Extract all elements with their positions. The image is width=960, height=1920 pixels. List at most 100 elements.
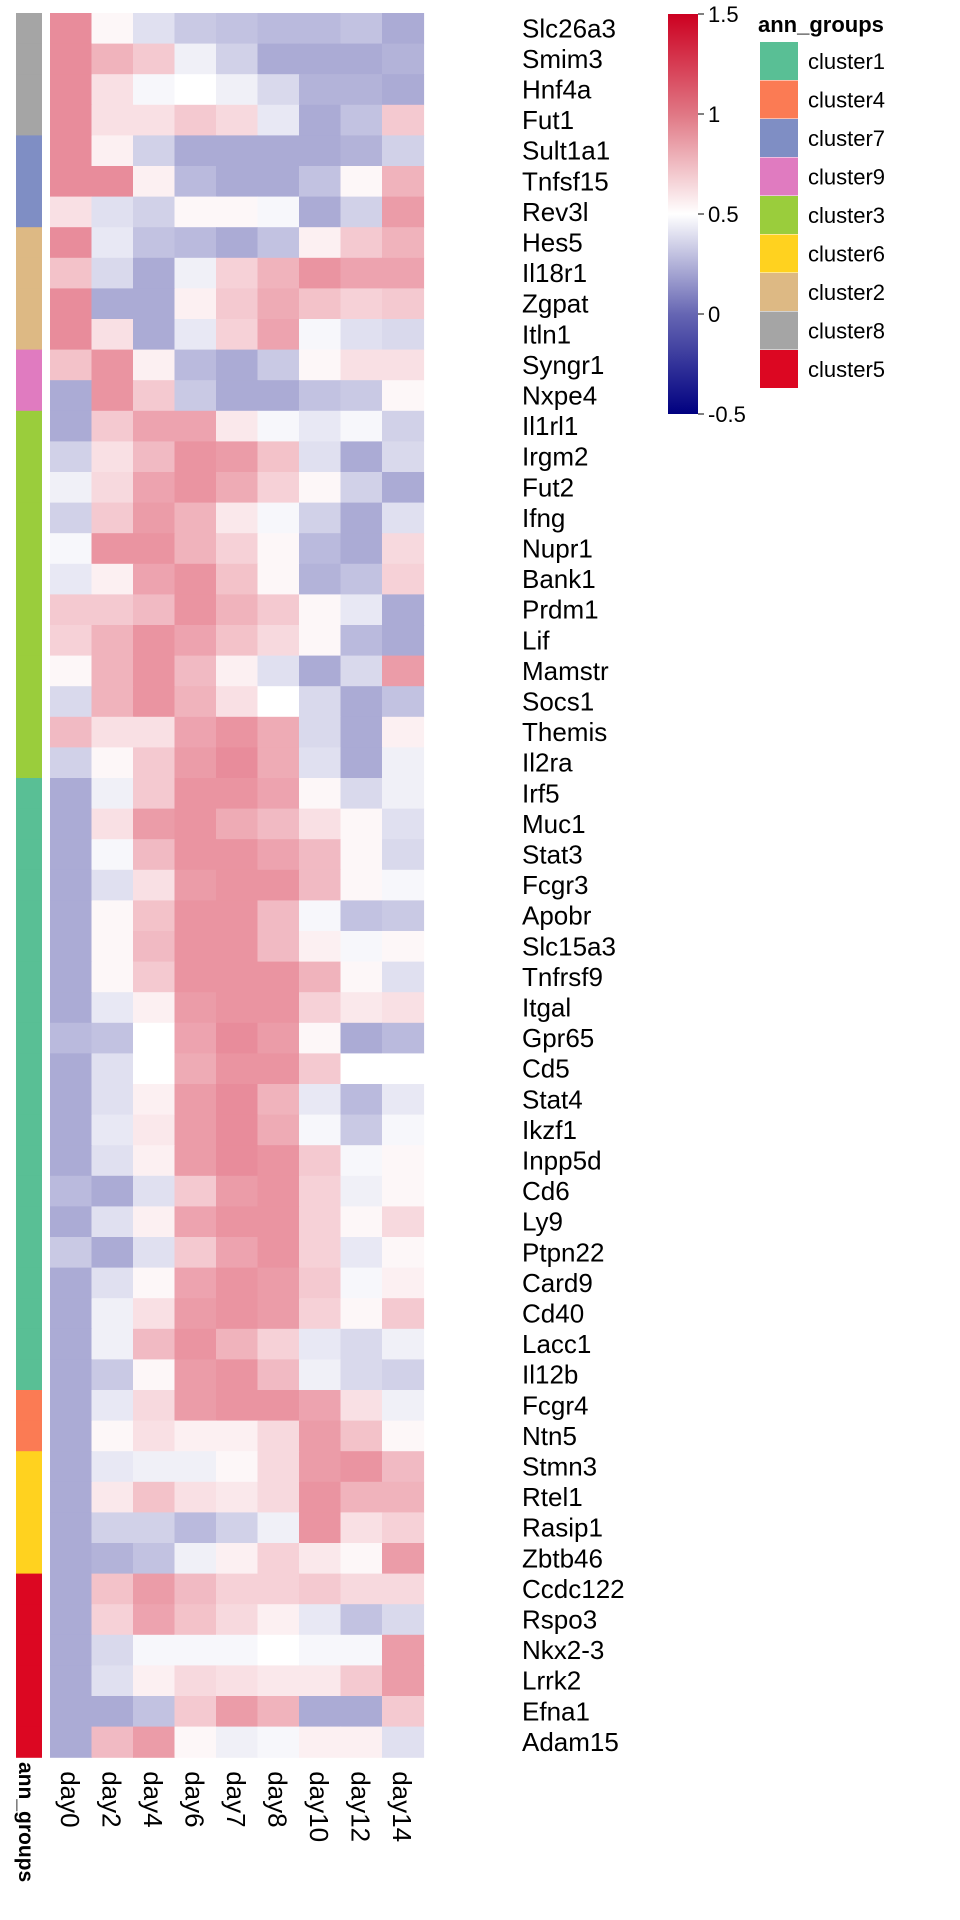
heatmap-cell (382, 1022, 425, 1054)
heatmap-cell (216, 1053, 259, 1085)
heatmap-cell (91, 380, 134, 412)
annotation-cell-cluster3 (16, 594, 42, 626)
row-label: Efna1 (522, 1696, 590, 1726)
heatmap-cell (133, 74, 176, 106)
heatmap-cell (91, 992, 134, 1024)
heatmap-cell (257, 533, 300, 565)
annotation-cell-cluster1 (16, 1053, 42, 1085)
legend-label-cluster4: cluster4 (808, 88, 885, 113)
row-label: Lif (522, 625, 550, 655)
heatmap-cell (257, 1022, 300, 1054)
heatmap-cell (340, 992, 383, 1024)
heatmap-cell (382, 1359, 425, 1391)
heatmap-cell (216, 900, 259, 932)
heatmap-cell (216, 1665, 259, 1697)
heatmap-cell (50, 992, 93, 1024)
heatmap-cell (50, 227, 93, 259)
heatmap-cell (299, 625, 342, 657)
annotation-cell-cluster1 (16, 839, 42, 871)
annotation-cell-cluster5 (16, 1573, 42, 1605)
heatmap-cell (174, 1022, 217, 1054)
heatmap-cell (340, 686, 383, 718)
heatmap-cell (340, 563, 383, 595)
heatmap-cell (174, 288, 217, 320)
row-label: Nupr1 (522, 534, 593, 564)
heatmap-cell (50, 13, 93, 45)
row-label: Stat3 (522, 840, 583, 870)
heatmap-cell (174, 13, 217, 45)
annotation-cell-cluster3 (16, 410, 42, 442)
heatmap-cell (257, 1696, 300, 1728)
heatmap-cell (174, 778, 217, 810)
heatmap-cell (340, 196, 383, 228)
column-label: day8 (262, 1771, 292, 1827)
heatmap-cell (91, 747, 134, 779)
heatmap-cell (382, 1481, 425, 1513)
heatmap-cell (299, 900, 342, 932)
row-label: Card9 (522, 1268, 593, 1298)
heatmap-cell (382, 43, 425, 75)
heatmap-cell (133, 410, 176, 442)
heatmap-cell (340, 1512, 383, 1544)
heatmap-cell (299, 319, 342, 351)
heatmap-cell (299, 1114, 342, 1146)
heatmap-cell (340, 441, 383, 473)
heatmap-cell (299, 563, 342, 595)
heatmap-cell (382, 839, 425, 871)
heatmap-cell (340, 1022, 383, 1054)
heatmap-cell (91, 43, 134, 75)
heatmap-cell (299, 808, 342, 840)
row-label: Ikzf1 (522, 1115, 577, 1145)
heatmap-cell (91, 472, 134, 504)
row-label: Lacc1 (522, 1329, 591, 1359)
heatmap-cell (133, 1451, 176, 1483)
heatmap-cell (257, 502, 300, 534)
heatmap-cell (382, 257, 425, 289)
heatmap-cell (340, 227, 383, 259)
annotation-cell-cluster1 (16, 931, 42, 963)
heatmap-cell (382, 655, 425, 687)
heatmap-cell (299, 166, 342, 198)
row-label: Gpr65 (522, 1023, 594, 1053)
heatmap-cell (382, 1114, 425, 1146)
heatmap-cell (257, 380, 300, 412)
heatmap-cell (174, 257, 217, 289)
heatmap-cell (382, 380, 425, 412)
legend-swatch-cluster7 (760, 119, 798, 157)
heatmap-cell (174, 349, 217, 381)
heatmap-cell (216, 1022, 259, 1054)
heatmap-cell (257, 1726, 300, 1758)
heatmap-cell (174, 227, 217, 259)
annotation-cell-cluster6 (16, 1481, 42, 1513)
heatmap-cell (257, 43, 300, 75)
heatmap-cell (299, 1390, 342, 1422)
heatmap-cell (382, 472, 425, 504)
heatmap-cell (174, 1726, 217, 1758)
heatmap-cell (174, 1175, 217, 1207)
heatmap-cell (174, 319, 217, 351)
heatmap-cell (50, 472, 93, 504)
heatmap-cell (91, 961, 134, 993)
heatmap-cell (91, 1114, 134, 1146)
heatmap-cell (133, 13, 176, 45)
legend-swatch-cluster5 (760, 350, 798, 388)
row-label: Smim3 (522, 44, 603, 74)
heatmap-cell (340, 625, 383, 657)
row-label: Ptpn22 (522, 1237, 604, 1267)
heatmap-cell (133, 655, 176, 687)
heatmap-cell (257, 1298, 300, 1330)
annotation-cell-cluster1 (16, 808, 42, 840)
row-label: Themis (522, 717, 607, 747)
heatmap-cell (299, 227, 342, 259)
legend-label-cluster6: cluster6 (808, 242, 885, 267)
heatmap-cell (299, 472, 342, 504)
row-label: Muc1 (522, 809, 586, 839)
heatmap-cell (216, 288, 259, 320)
row-label: Rasip1 (522, 1513, 603, 1543)
row-label: Sult1a1 (522, 136, 610, 166)
heatmap-cell (91, 1543, 134, 1575)
heatmap-cell (91, 1665, 134, 1697)
heatmap-cell (382, 135, 425, 167)
heatmap-cell (174, 104, 217, 136)
row-label: Hnf4a (522, 75, 592, 105)
